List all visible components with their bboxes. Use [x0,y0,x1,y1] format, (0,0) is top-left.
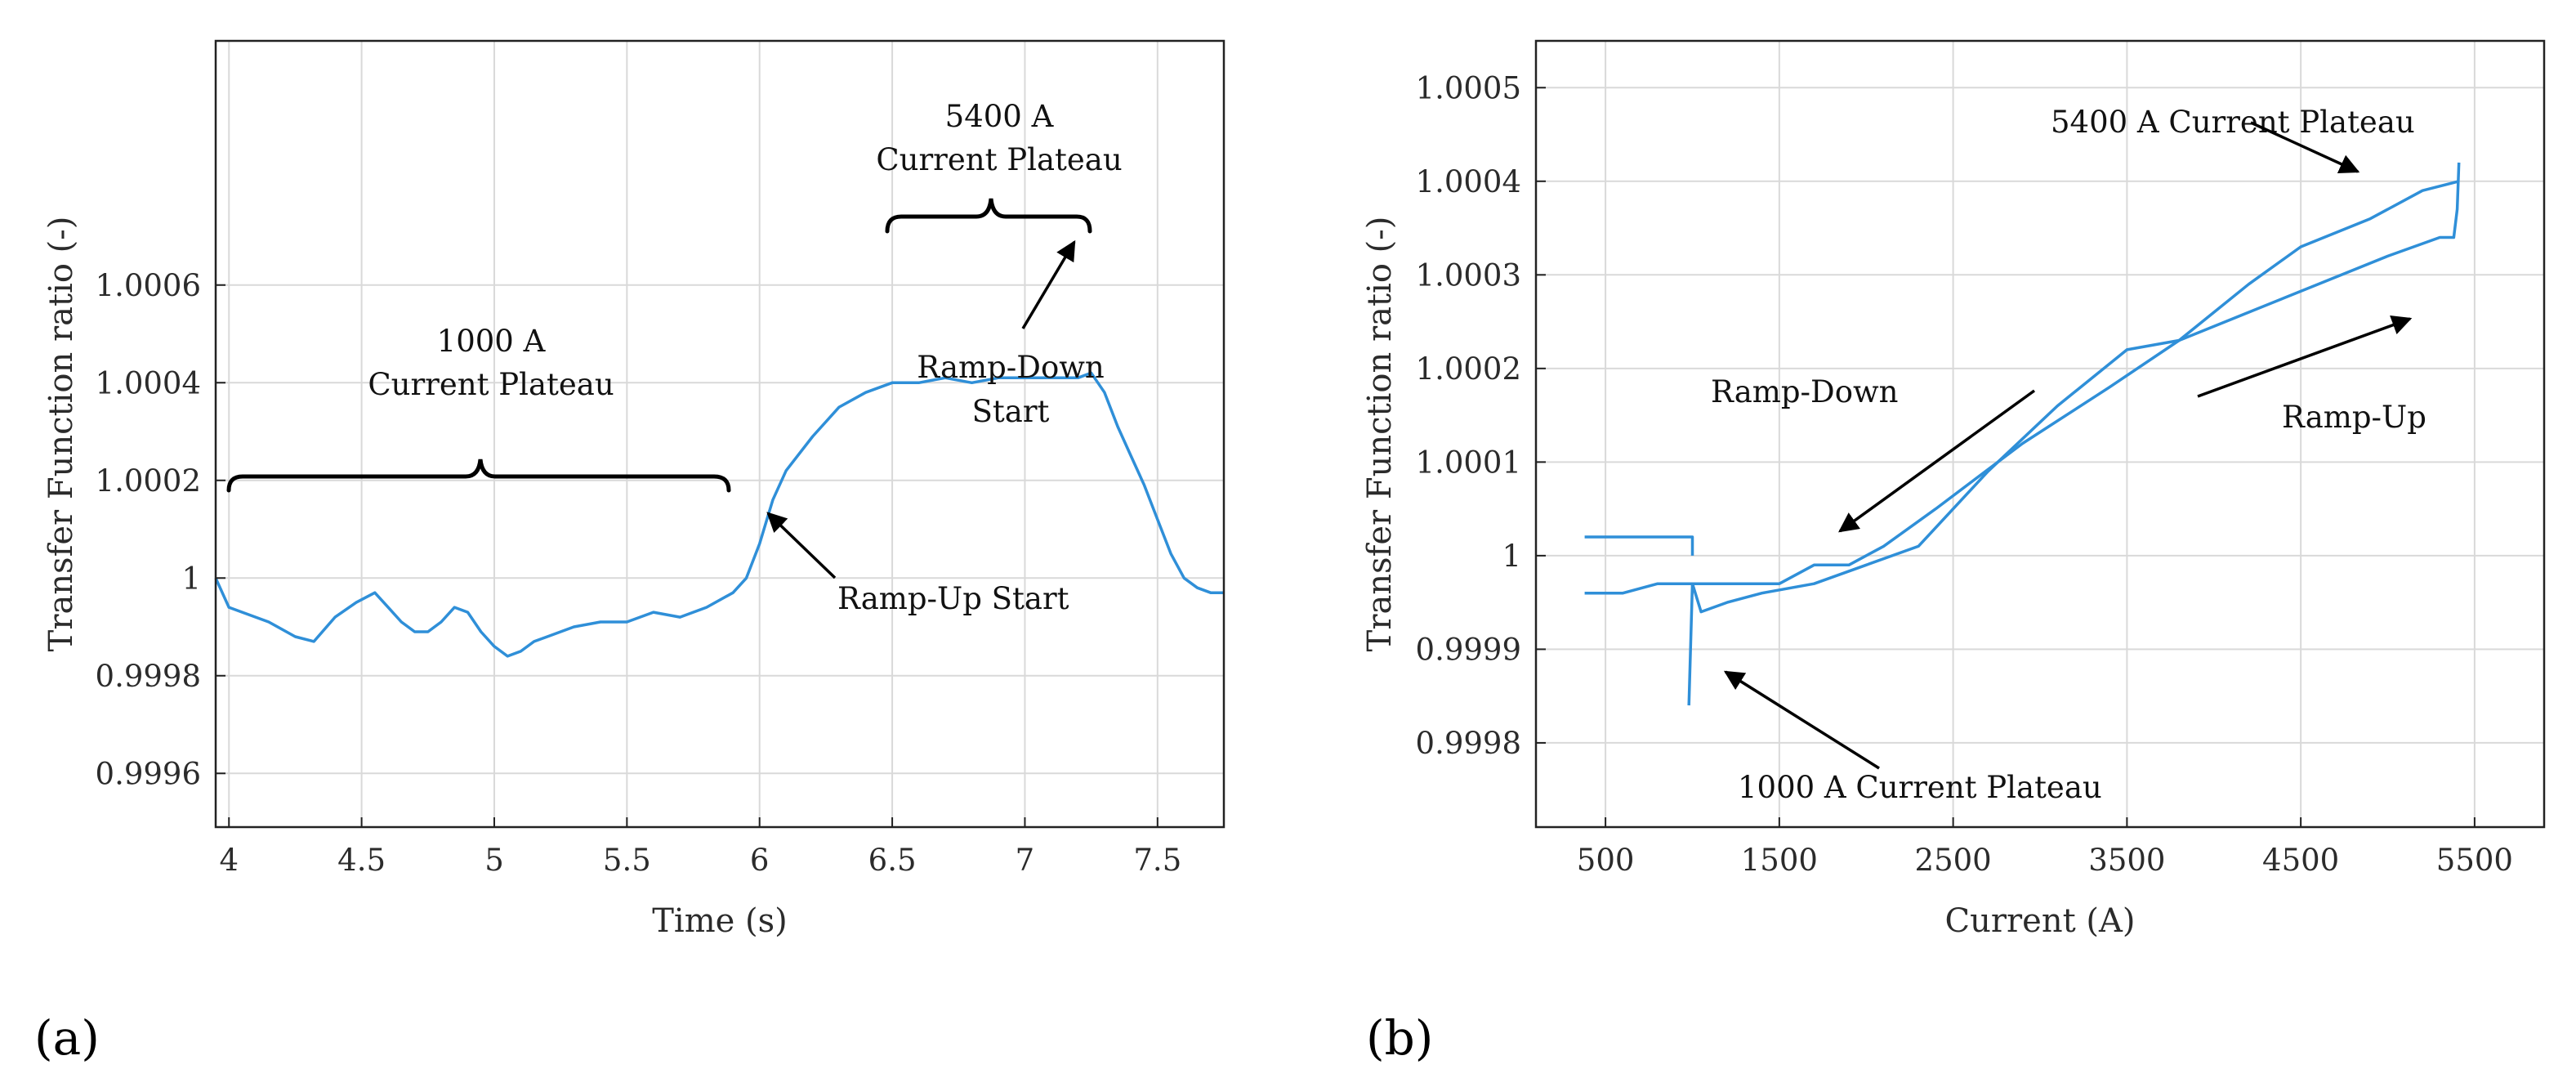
panel-label-a: (a) [34,1010,100,1066]
y-axis-label-b: Transfer Function ratio (-) [1361,217,1399,652]
x-tick-label-a: 4 [219,843,239,878]
brace-1000a [226,459,731,493]
y-tick-label-a: 0.9996 [96,756,201,791]
y-axis-label-a: Transfer Function ratio (-) [42,217,80,652]
y-tick-label-b: 1.0002 [1416,351,1521,387]
y-tick-label-a: 1.0006 [96,268,201,303]
x-tick-label-a: 7 [1016,843,1035,878]
series-group-a [214,371,1224,658]
arrow-5400a-plateau-b [2250,121,2360,173]
y-tick-label-b: 1.0001 [1416,445,1521,480]
x-tick-label-a: 6.5 [868,843,917,878]
x-tick-label-a: 7.5 [1133,843,1181,878]
panel-label-b: (b) [1366,1010,1433,1066]
y-tick-label-a: 1.0004 [96,365,201,400]
y-tick-label-a: 1.0002 [96,463,201,499]
x-tick-label-b: 500 [1577,843,1635,878]
chart-panel-b: 500 1500 2500 3500 4500 5500 0.9998 0.9999 1 1.0… [1361,39,2546,1066]
series-group-b [1584,162,2461,706]
y-tick-label-a: 0.9998 [96,659,201,694]
series-line-a-0 [214,371,1224,658]
y-ticks-b: 0.9998 0.9999 1 1.0001 1.0002 1.0003 1.0004 1.0… [1416,70,1546,761]
brace-5400a [885,198,1092,234]
y-ticks-a: 0.9996 0.9998 1 1.0002 1.0004 1.0006 [96,268,225,791]
x-axis-label-a: Time (s) [652,902,788,940]
arrow-rampup [766,512,837,579]
x-tick-label-b: 1500 [1741,843,1818,878]
grid-a [216,41,1224,827]
x-tick-label-a: 6 [750,843,770,878]
grid-b [1536,41,2544,827]
annotation-5400a-l1: 5400 A [945,99,1055,134]
annotation-rampdown-l2: Start [972,394,1050,429]
plot-frame-a [214,39,1225,829]
annotation-rampup-start: Ramp-Up Start [837,581,1069,616]
annotation-5400a-l2: Current Plateau [876,142,1122,177]
x-axis-label-b: Current (A) [1945,902,2136,940]
y-tick-label-b: 1 [1502,539,1521,574]
x-tick-label-a: 5.5 [603,843,651,878]
arrow-1000a-plateau-b [1723,670,1880,770]
y-tick-label-b: 1.0003 [1416,257,1521,293]
series-line-b-0 [1584,162,2461,614]
y-tick-label-b: 1.0005 [1416,70,1521,105]
annotation-rampdown-l1: Ramp-Down [917,350,1104,385]
annotation-rampdown-b: Ramp-Down [1711,374,1898,409]
arrow-rampup-b [2197,315,2413,398]
series-line-b-2 [1584,535,1694,556]
x-tick-label-a: 4.5 [337,843,386,878]
arrow-rampdown-b [1838,389,2036,533]
arrow-rampdown [1021,239,1076,329]
annotation-1000a-l2: Current Plateau [368,367,614,402]
y-tick-label-a: 1 [181,561,201,596]
annotation-1000a-plateau-b: 1000 A Current Plateau [1738,770,2102,805]
x-tick-label-a: 5 [484,843,504,878]
x-ticks-a: 4 4.5 5 5.5 6 6.5 7 7.5 [219,817,1181,878]
series-line-b-1 [1687,180,2460,706]
y-tick-label-b: 1.0004 [1416,164,1521,199]
y-tick-label-b: 0.9998 [1416,726,1521,761]
x-tick-label-b: 4500 [2262,843,2339,878]
x-tick-label-b: 5500 [2436,843,2513,878]
x-ticks-b: 500 1500 2500 3500 4500 5500 [1577,817,2513,878]
x-tick-label-b: 2500 [1915,843,1992,878]
y-tick-label-b: 0.9999 [1416,632,1521,667]
plot-frame-b [1534,39,2546,829]
annotation-5400a-plateau-b: 5400 A Current Plateau [2051,105,2415,140]
chart-panel-a: 4 4.5 5 5.5 6 6.5 7 7.5 0.9996 0.9998 1 1.0002 1.00… [34,39,1225,1066]
x-tick-label-b: 3500 [2088,843,2165,878]
annotation-rampup-b: Ramp-Up [2282,400,2426,435]
annotation-1000a-l1: 1000 A [437,324,547,359]
